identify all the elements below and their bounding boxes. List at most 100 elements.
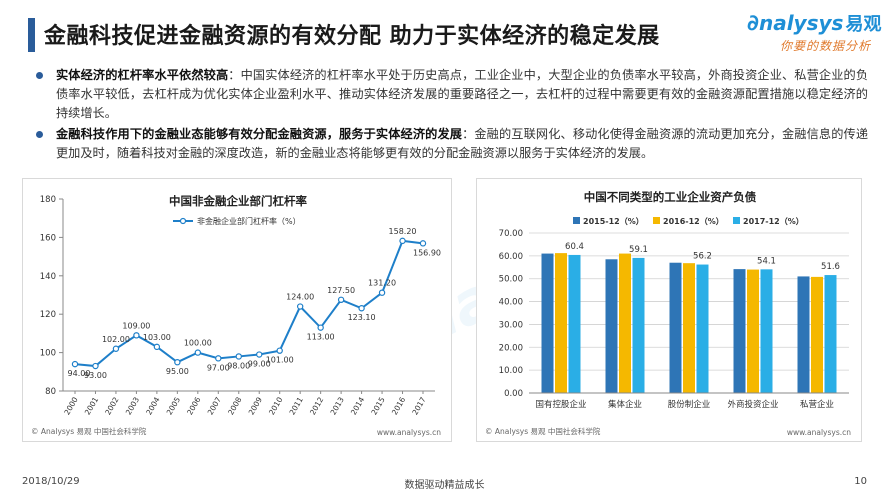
bar: [541, 253, 554, 393]
line-chart-title: 中国非金融企业部门杠杆率: [169, 194, 307, 208]
data-label: 59.1: [629, 245, 648, 255]
legend-swatch: [573, 217, 580, 224]
y-tick-label: 70.00: [499, 229, 523, 239]
bullet-lead: 实体经济的杠杆率水平依然较高: [56, 68, 229, 82]
x-tick-label: 集体企业: [608, 399, 642, 410]
bar: [760, 269, 773, 393]
logo-brand: ∂nalysys 易观: [747, 11, 882, 36]
y-tick-label: 140: [40, 272, 56, 282]
data-point: [215, 355, 222, 362]
x-tick-label: 2015: [369, 395, 386, 416]
y-tick-label: 40.00: [499, 298, 523, 308]
x-tick-label: 股份制企业: [668, 399, 711, 410]
bar: [811, 276, 823, 393]
y-tick-label: 120: [40, 310, 56, 320]
data-label: 158.20: [389, 227, 417, 236]
x-tick-label: 2007: [206, 395, 223, 416]
data-label: 94.00: [68, 369, 91, 378]
chart-site: www.analysys.cn: [786, 428, 851, 437]
x-tick-label: 2011: [288, 395, 305, 416]
debt-bar-chart-panel: 中国不同类型的工业企业资产负债 2015-12（%） 2016-12（%） 2017-…: [476, 178, 862, 442]
x-tick-label: 外商投资企业: [727, 399, 778, 410]
data-label: 93.00: [84, 371, 107, 380]
data-point: [399, 237, 406, 245]
data-point: [133, 332, 140, 339]
data-point: [71, 360, 79, 368]
data-point: [194, 349, 202, 356]
chart-credit: © Analysys 易观 中国社会科学院: [485, 427, 601, 436]
debt-bar-chart: 中国不同类型的工业企业资产负债 2015-12（%） 2016-12（%） 2017-…: [499, 190, 849, 410]
bullet-text: 金融的互联网化、移动化使得金融资源的流动更加充分，金融信息的传递更加及时，随着科…: [56, 127, 869, 160]
legend-label: 非金融企业部门杠杆率（%）: [197, 216, 301, 226]
data-label: 100.00: [184, 339, 212, 348]
y-tick-label: 80: [45, 387, 56, 397]
bar-chart-legend: 2015-12（%） 2016-12（%） 2017-12（%）: [573, 216, 804, 226]
x-tick-label: 2013: [329, 395, 346, 416]
data-label: 102.00: [102, 335, 130, 344]
page-title: 金融科技促进金融资源的有效分配 助力于实体经济的稳定发展: [44, 24, 660, 49]
bullet-text: 中国实体经济的杠杆率水平处于历史高点，工业企业中，大型企业的负债率水平较高，外商…: [56, 68, 869, 120]
x-tick-label: 国有控股企业: [535, 399, 586, 410]
y-tick-label: 10.00: [499, 366, 523, 376]
data-label: 103.00: [143, 333, 171, 342]
data-label: 131.20: [368, 279, 396, 288]
footer-date: 2018/10/29: [22, 476, 80, 487]
data-point: [378, 289, 386, 296]
x-tick-label: 2010: [267, 395, 284, 416]
y-tick-label: 20.00: [499, 343, 523, 353]
legend-swatch: [733, 217, 740, 224]
x-tick-label: 2005: [165, 395, 182, 416]
legend-swatch: [653, 217, 660, 224]
bar: [824, 275, 837, 393]
data-point: [174, 358, 181, 366]
leverage-line-chart-panel: 中国非金融企业部门杠杆率 非金融企业部门杠杆率（%） 80 100 120 140 160 1…: [22, 178, 452, 442]
x-tick-label: 2009: [247, 395, 264, 416]
bar: [568, 254, 581, 393]
x-tick-label: 2002: [103, 395, 120, 416]
bullet-list: 实体经济的杠杆率水平依然较高：中国实体经济的杠杆率水平处于历史高点，工业企业中，…: [36, 66, 868, 165]
title-accent-bar: [28, 18, 35, 52]
chart-site: www.analysys.cn: [376, 428, 441, 437]
data-label: 60.4: [565, 242, 584, 252]
data-point: [112, 345, 120, 352]
y-tick-label: 160: [40, 233, 56, 243]
legend-label: 2015-12（%）: [583, 216, 644, 226]
bar: [619, 253, 631, 393]
bar: [605, 259, 618, 393]
data-point: [276, 347, 283, 354]
y-tick-label: 30.00: [499, 320, 523, 330]
bullet-lead: 金融科技作用下的金融业态能够有效分配金融资源，服务于实体经济的发展: [56, 127, 463, 141]
bar: [733, 269, 746, 393]
x-tick-label: 2012: [308, 395, 325, 416]
x-tick-label: 2003: [124, 395, 141, 416]
data-point: [358, 305, 365, 312]
x-tick-label: 2001: [83, 395, 100, 416]
y-tick-label: 180: [40, 195, 56, 205]
data-label: 97.00: [207, 363, 230, 372]
bullet-item: 金融科技作用下的金融业态能够有效分配金融资源，服务于实体经济的发展：金融的互联网…: [36, 125, 868, 163]
data-label: 109.00: [122, 321, 150, 330]
x-tick-label: 私营企业: [800, 399, 834, 410]
data-label: 124.00: [286, 293, 314, 302]
y-tick-label: 50.00: [499, 275, 523, 285]
page-number: 10: [854, 476, 867, 487]
data-label: 51.6: [821, 262, 840, 272]
x-tick-label: 2006: [185, 395, 202, 416]
data-point: [296, 303, 304, 310]
legend-marker: [179, 217, 187, 225]
footer-tagline: 数据驱动精益成长: [404, 480, 485, 491]
legend-label: 2017-12（%）: [743, 216, 804, 226]
bullet-dot-icon: [36, 131, 43, 138]
data-label: 101.00: [266, 356, 294, 365]
data-label: 95.00: [166, 367, 189, 376]
data-label: 54.1: [757, 256, 776, 266]
bar: [747, 269, 759, 393]
y-tick-label: 0.00: [504, 389, 523, 399]
data-point: [153, 343, 161, 351]
legend-label: 2016-12（%）: [663, 216, 724, 226]
data-label: 56.2: [693, 252, 712, 262]
x-tick-label: 2014: [349, 395, 366, 416]
data-label: 98.00: [227, 361, 250, 370]
line-chart-legend: 非金融企业部门杠杆率（%）: [173, 216, 301, 226]
